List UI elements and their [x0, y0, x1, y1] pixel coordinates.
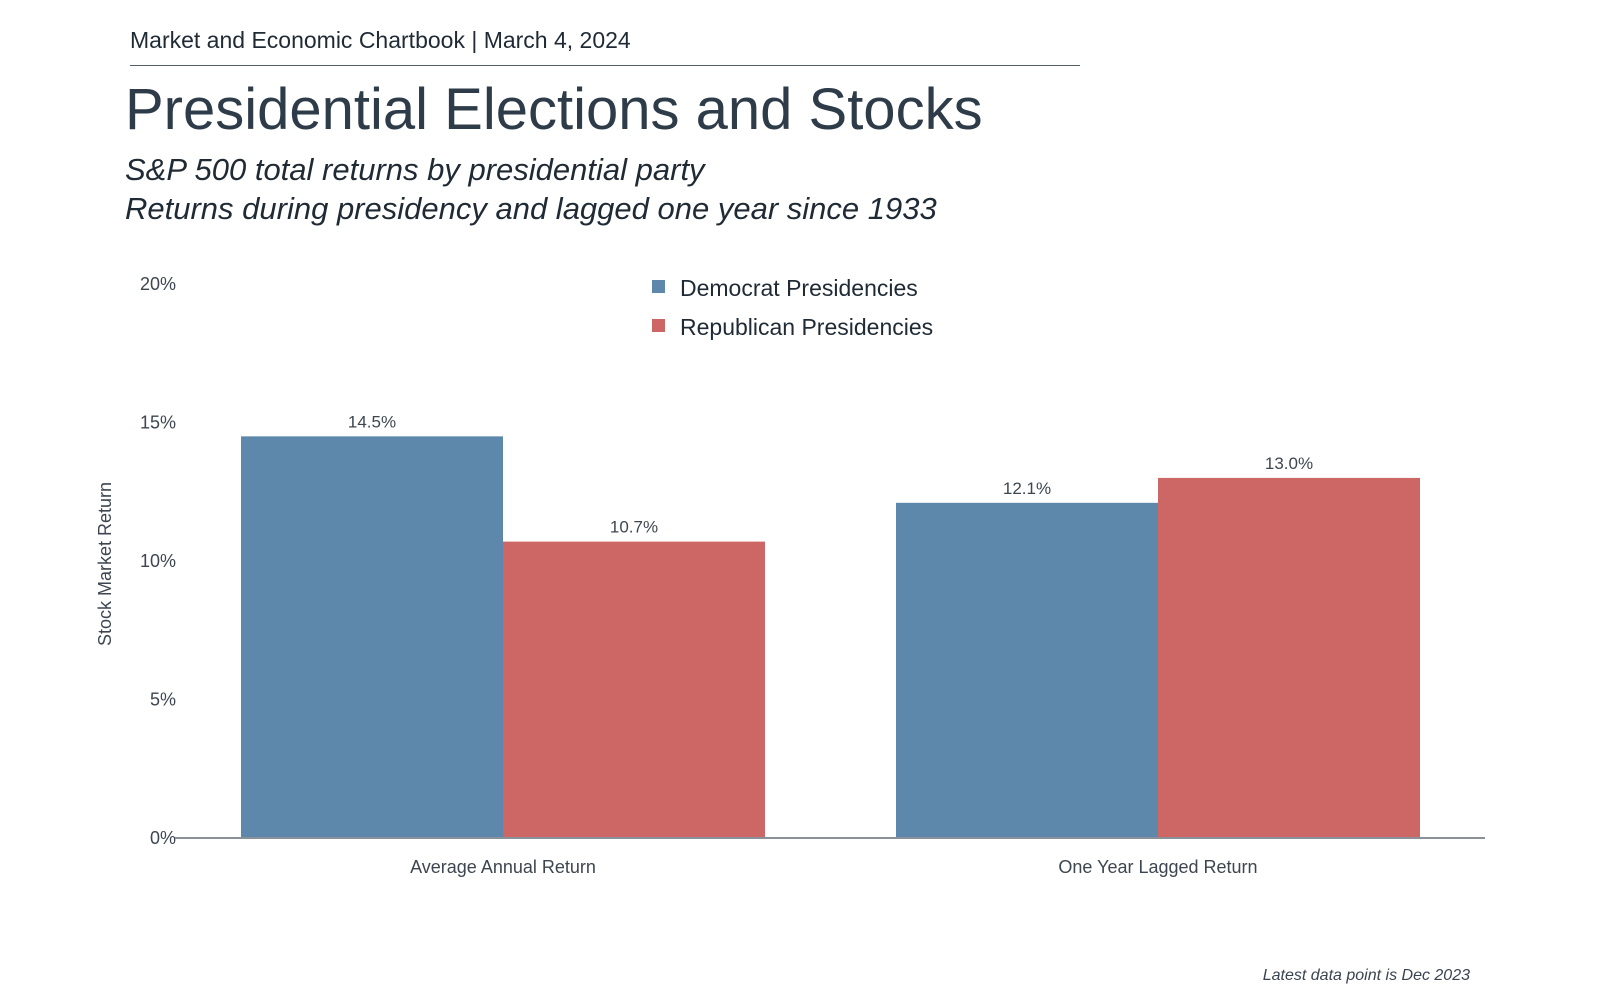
subtitle-line-2: Returns during presidency and lagged one…	[125, 191, 937, 226]
data-label: 13.0%	[1265, 454, 1313, 473]
y-tick-label: 10%	[140, 551, 176, 571]
bar-republican-1	[1158, 477, 1420, 838]
x-category-label: One Year Lagged Return	[1058, 857, 1257, 877]
legend-swatch-democrat	[652, 280, 665, 293]
bar-democrat-1	[896, 502, 1158, 838]
x-category-label: Average Annual Return	[410, 857, 596, 877]
legend-label-democrat: Democrat Presidencies	[680, 275, 918, 301]
bar-democrat-0	[241, 436, 503, 838]
footnote: Latest data point is Dec 2023	[1262, 967, 1470, 984]
y-tick-label: 15%	[140, 413, 176, 433]
y-tick-label: 5%	[150, 690, 176, 710]
page-title: Presidential Elections and Stocks	[125, 77, 983, 142]
data-label: 10.7%	[610, 518, 658, 537]
data-label: 12.1%	[1003, 479, 1051, 498]
subtitle-line-1: S&P 500 total returns by presidential pa…	[125, 152, 705, 187]
y-tick-label: 0%	[150, 828, 176, 848]
y-axis-title: Stock Market Return	[95, 482, 115, 646]
publication-header: Market and Economic Chartbook | March 4,…	[130, 27, 631, 53]
legend-label-republican: Republican Presidencies	[680, 314, 933, 340]
y-tick-label: 20%	[140, 274, 176, 294]
legend-swatch-republican	[652, 319, 665, 332]
data-label: 14.5%	[348, 412, 396, 431]
bar-republican-0	[503, 541, 765, 838]
header-divider	[130, 65, 1080, 66]
